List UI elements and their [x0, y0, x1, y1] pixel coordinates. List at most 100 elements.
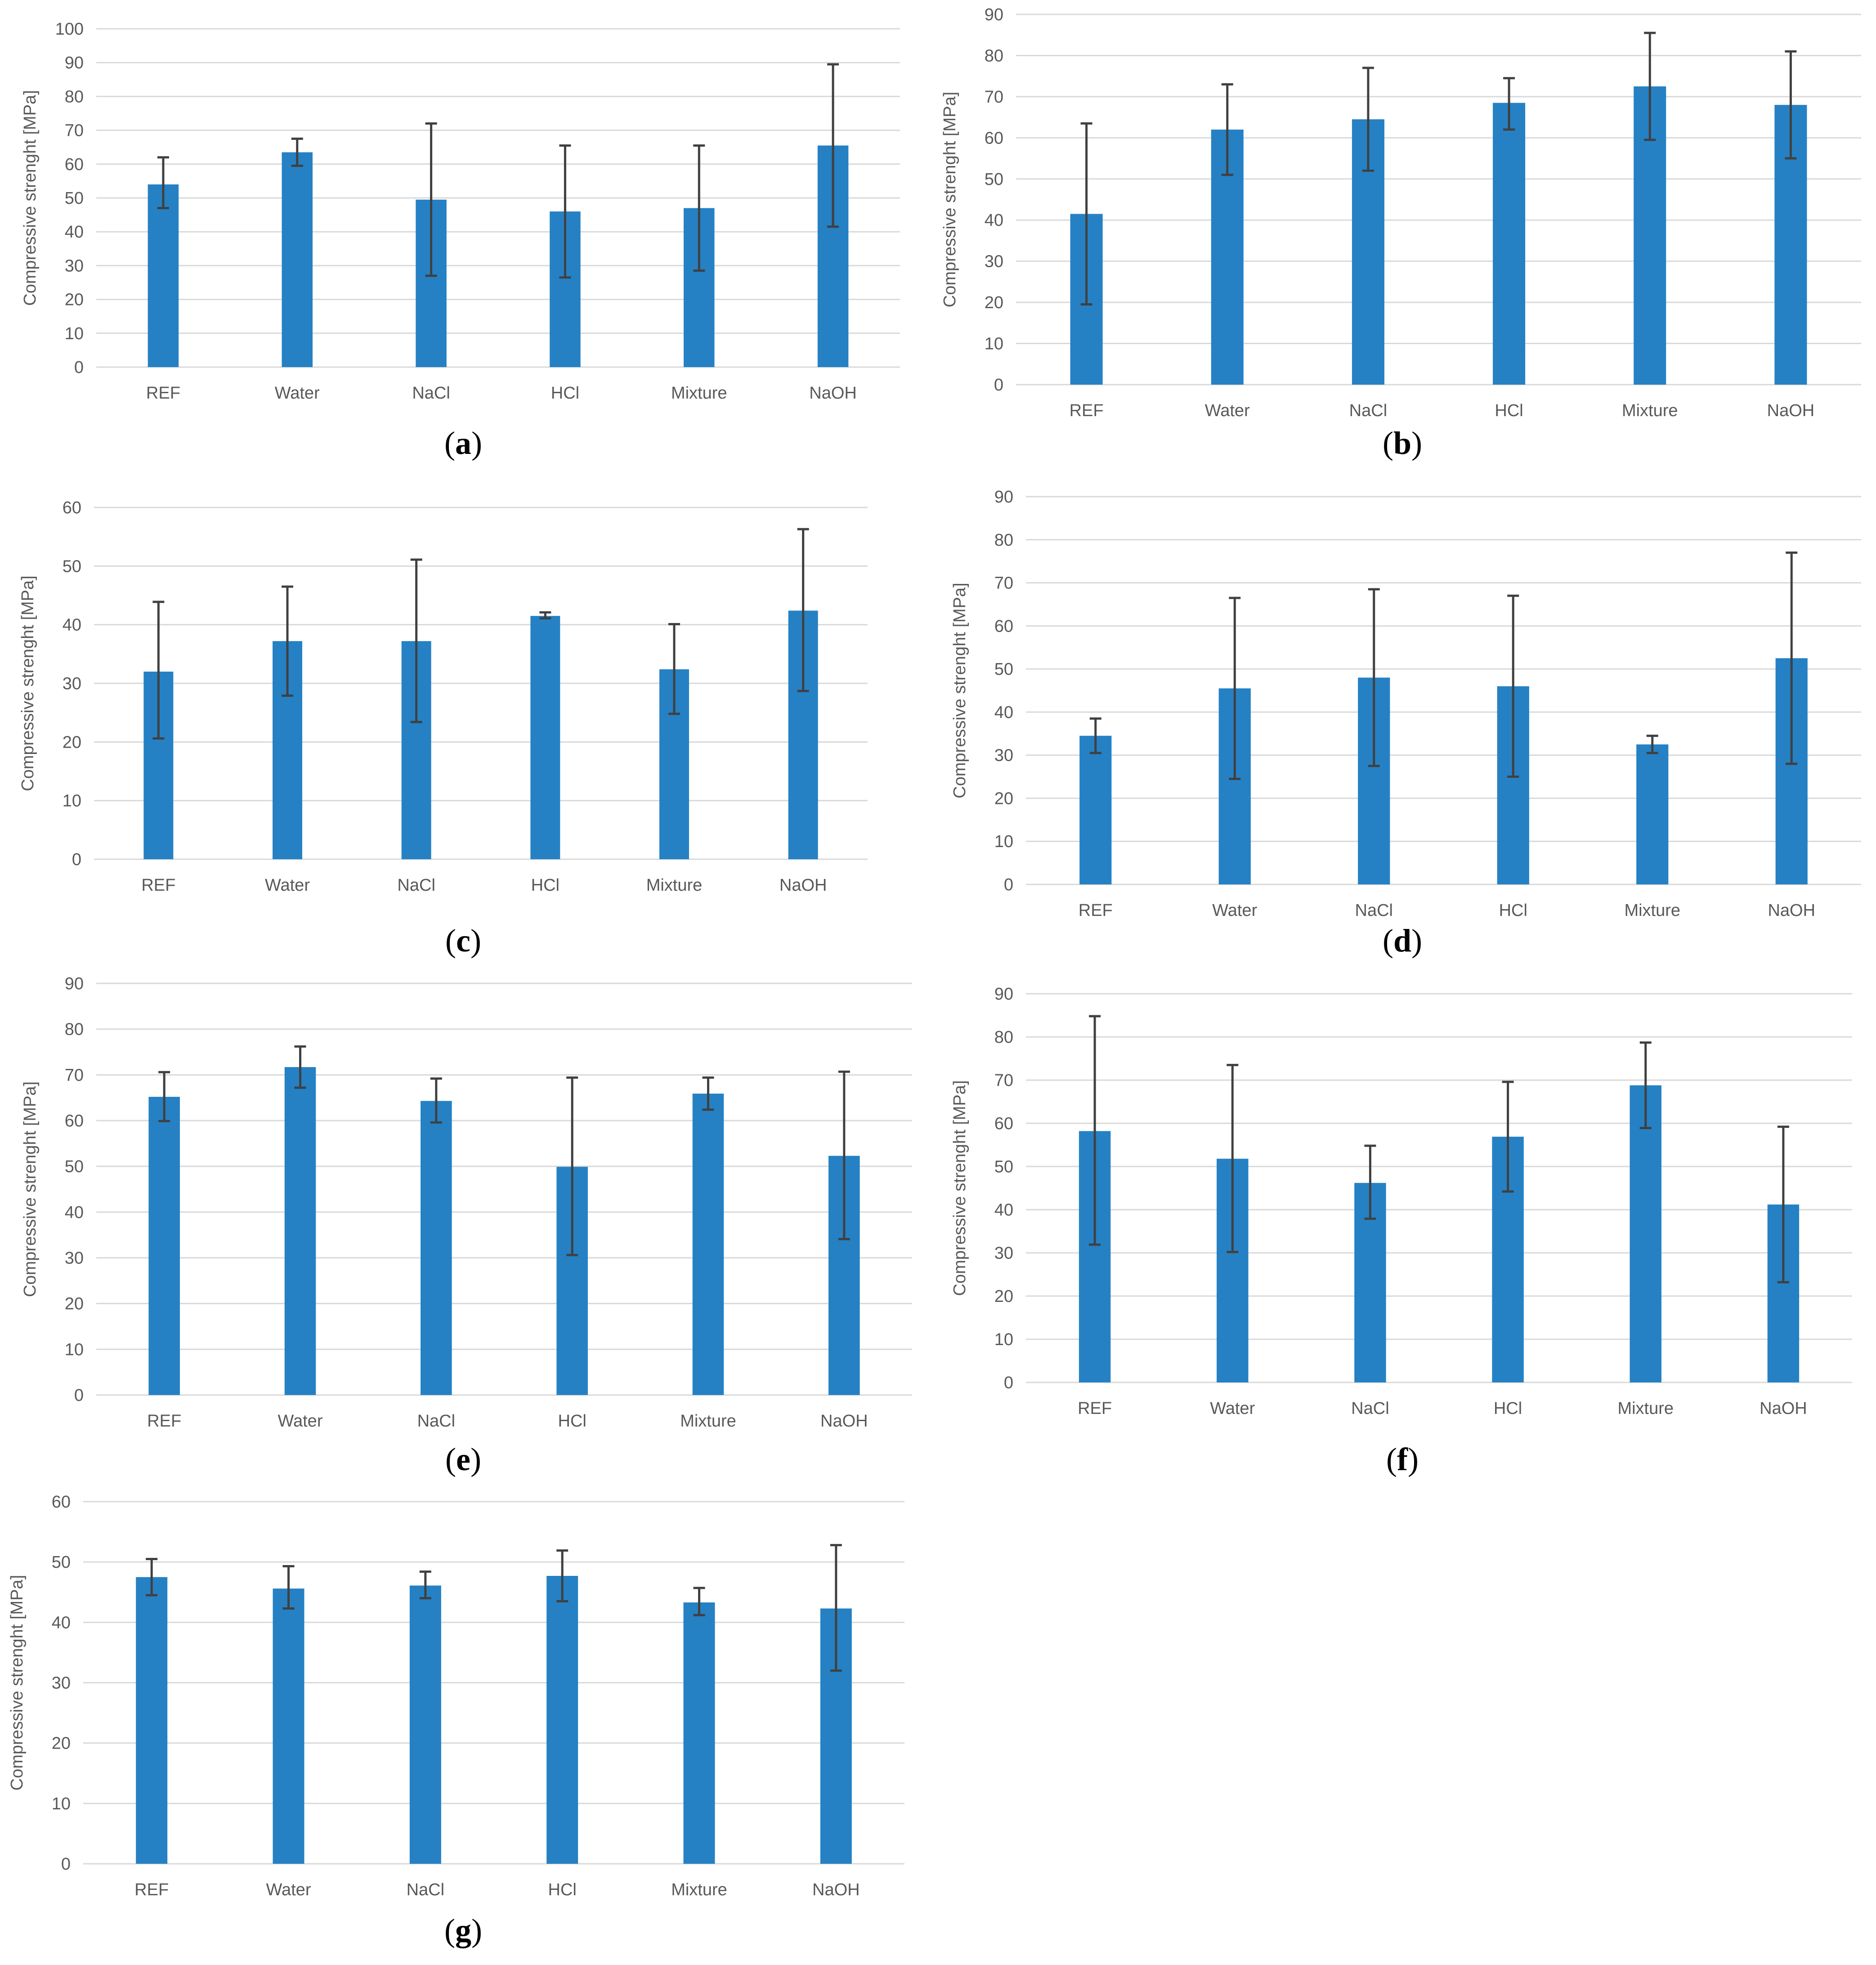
- y-tick-label: 50: [63, 557, 81, 576]
- x-tick-label: Water: [1212, 901, 1257, 920]
- y-tick-label: 30: [985, 252, 1003, 271]
- caption-paren: ): [1411, 923, 1423, 959]
- x-tick-label: Water: [275, 384, 320, 403]
- x-tick-label: Mixture: [680, 1412, 736, 1431]
- y-tick-label: 0: [1004, 875, 1013, 894]
- y-tick-label: 30: [994, 1244, 1013, 1263]
- y-tick-label: 30: [52, 1674, 71, 1693]
- bar-nacl: [421, 1101, 452, 1395]
- x-tick-label: Mixture: [671, 1880, 727, 1899]
- y-tick-label: 90: [994, 985, 1013, 1004]
- y-tick-label: 20: [65, 1295, 84, 1314]
- y-tick-label: 100: [55, 20, 84, 39]
- caption-paren: ): [471, 425, 482, 461]
- x-tick-label: NaCl: [1349, 401, 1387, 420]
- y-tick-label: 0: [1004, 1373, 1013, 1392]
- y-axis-label: Compressive strenght [MPa]: [21, 90, 40, 305]
- chart-panel-b: 0 10 20 30 40 50 60 70 80 90 Compressive strenght …: [938, 0, 1876, 461]
- x-tick-label: REF: [147, 1412, 181, 1431]
- y-tick-label: 40: [63, 616, 81, 635]
- x-tick-label: Water: [266, 1880, 311, 1899]
- x-tick-label: HCl: [1495, 401, 1523, 420]
- x-tick-label: Water: [265, 876, 310, 895]
- y-tick-label: 70: [65, 121, 84, 140]
- panel-caption: (c): [445, 922, 481, 960]
- bar-chart-b: 0 10 20 30 40 50 60 70 80 90 Compressive strenght …: [940, 5, 1861, 420]
- bar-mixture: [1630, 1085, 1661, 1382]
- y-tick-label: 20: [994, 1287, 1013, 1306]
- x-tick-label: Water: [1205, 401, 1250, 420]
- x-tick-label: REF: [141, 876, 175, 895]
- caption-letter: e: [456, 1441, 470, 1477]
- y-tick-label: 0: [61, 1855, 71, 1874]
- y-tick-label: 20: [65, 291, 84, 310]
- y-tick-label: 10: [65, 324, 84, 343]
- y-tick-label: 60: [65, 155, 84, 174]
- caption-letter: f: [1397, 1441, 1408, 1477]
- y-tick-label: 60: [63, 498, 81, 517]
- x-tick-label: REF: [1079, 901, 1113, 920]
- y-tick-label: 30: [63, 674, 81, 693]
- x-tick-label: Mixture: [671, 384, 727, 403]
- x-tick-label: Mixture: [1624, 901, 1680, 920]
- bar-hcl: [1493, 103, 1526, 385]
- y-tick-label: 20: [985, 293, 1003, 312]
- bar-mixture: [683, 1602, 715, 1864]
- panel-caption: (d): [1383, 922, 1422, 960]
- panel-caption: (g): [444, 1912, 482, 1949]
- bar-water: [284, 1067, 316, 1395]
- y-tick-label: 80: [985, 46, 1003, 65]
- y-axis-label: Compressive strenght [MPa]: [950, 583, 969, 798]
- y-tick-label: 60: [994, 1114, 1013, 1133]
- caption-paren: ): [1407, 1441, 1419, 1477]
- y-tick-label: 80: [65, 1020, 84, 1039]
- caption-paren: (: [445, 1441, 457, 1477]
- chart-panel-f: 0 10 20 30 40 50 60 70 80 90 Compressive strenght …: [938, 967, 1876, 1477]
- y-tick-label: 90: [65, 54, 84, 72]
- y-tick-label: 40: [65, 1203, 84, 1222]
- y-tick-label: 70: [65, 1066, 84, 1085]
- y-tick-label: 90: [994, 488, 1013, 507]
- y-tick-label: 40: [994, 1201, 1013, 1220]
- x-tick-label: NaCl: [407, 1880, 444, 1899]
- x-tick-label: HCl: [551, 384, 579, 403]
- x-tick-label: NaCl: [417, 1412, 455, 1431]
- y-tick-label: 0: [994, 376, 1003, 395]
- x-tick-label: NaOH: [809, 384, 857, 403]
- x-tick-label: Mixture: [646, 876, 703, 895]
- bar-ref: [148, 184, 179, 367]
- bar-water: [273, 1588, 304, 1864]
- y-tick-label: 60: [52, 1493, 71, 1512]
- chart-panel-c: 0 10 20 30 40 50 60 Compressive strenght [MPa] R…: [0, 486, 913, 959]
- bar-mixture: [692, 1094, 724, 1395]
- y-tick-label: 20: [63, 733, 81, 752]
- bar-chart-e: 0 10 20 30 40 50 60 70 80 90 Compressive strenght …: [21, 974, 912, 1431]
- y-tick-label: 10: [985, 335, 1003, 354]
- y-tick-label: 60: [65, 1112, 84, 1131]
- x-tick-label: NaOH: [1760, 1399, 1807, 1418]
- y-tick-label: 30: [65, 256, 84, 275]
- bar-water: [282, 152, 313, 367]
- x-tick-label: NaOH: [820, 1412, 868, 1431]
- panel-caption: (a): [444, 425, 482, 462]
- x-tick-label: HCl: [1494, 1399, 1522, 1418]
- y-tick-label: 10: [63, 792, 81, 811]
- x-tick-label: REF: [146, 384, 180, 403]
- y-tick-label: 20: [994, 789, 1013, 808]
- caption-paren: (: [445, 923, 457, 959]
- bar-chart-a: 0 10 20 30 40 50 60 70 80 90 100 Compressive streng…: [21, 20, 900, 403]
- y-tick-label: 10: [994, 832, 1013, 851]
- panel-caption: (b): [1383, 425, 1422, 462]
- y-axis-label: Compressive strenght [MPa]: [8, 1575, 27, 1790]
- y-tick-label: 40: [985, 211, 1003, 230]
- caption-paren: (: [1382, 425, 1393, 461]
- y-tick-label: 40: [994, 703, 1013, 722]
- x-tick-label: HCl: [531, 876, 560, 895]
- y-tick-label: 20: [52, 1734, 71, 1753]
- x-tick-label: NaCl: [1351, 1399, 1389, 1418]
- y-tick-label: 50: [994, 1157, 1013, 1176]
- bar-hcl: [546, 1576, 578, 1864]
- y-tick-label: 90: [65, 974, 84, 993]
- y-tick-label: 50: [994, 660, 1013, 679]
- chart-panel-d: 0 10 20 30 40 50 60 70 80 90 Compressive strenght …: [938, 486, 1876, 959]
